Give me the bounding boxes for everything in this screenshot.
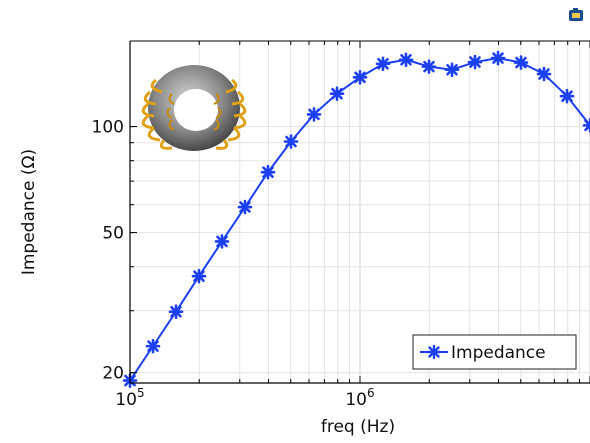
grid bbox=[129, 41, 590, 383]
camera-icon[interactable] bbox=[569, 8, 583, 21]
data-point bbox=[191, 268, 207, 284]
x-tick-label: 106 bbox=[345, 386, 374, 410]
data-point bbox=[467, 54, 483, 70]
x-tick-labels: 105 106 bbox=[115, 386, 374, 410]
data-point bbox=[352, 70, 368, 85]
data-point bbox=[375, 56, 391, 72]
data-point bbox=[306, 107, 322, 122]
data-point bbox=[283, 134, 299, 149]
y-tick-labels: 20 50 100 bbox=[92, 118, 124, 384]
y-tick-label: 100 bbox=[92, 118, 124, 138]
y-tick-label: 50 bbox=[102, 224, 124, 244]
y-axis-label: Impedance (Ω) bbox=[19, 149, 39, 275]
data-point bbox=[421, 59, 437, 74]
data-point bbox=[329, 86, 345, 101]
data-point bbox=[582, 118, 590, 133]
toroid-inductor-icon bbox=[141, 65, 247, 151]
data-point bbox=[260, 164, 276, 180]
plot-frame bbox=[129, 40, 590, 384]
data-point bbox=[559, 88, 575, 104]
impedance-markers bbox=[122, 50, 590, 388]
legend-marker-asterisk-icon bbox=[426, 344, 442, 360]
y-tick-label: 20 bbox=[102, 364, 124, 384]
data-point bbox=[214, 234, 230, 249]
data-point bbox=[168, 304, 184, 320]
data-point bbox=[536, 66, 552, 82]
data-point bbox=[513, 55, 529, 70]
legend: Impedance bbox=[412, 334, 577, 370]
legend-label: Impedance bbox=[451, 343, 546, 363]
data-point bbox=[237, 199, 253, 215]
x-axis-label: freq (Hz) bbox=[321, 417, 395, 437]
data-point bbox=[398, 52, 414, 68]
data-point bbox=[490, 50, 506, 66]
data-point bbox=[145, 338, 161, 354]
x-tick-label: 105 bbox=[115, 386, 144, 410]
data-point bbox=[444, 62, 460, 78]
